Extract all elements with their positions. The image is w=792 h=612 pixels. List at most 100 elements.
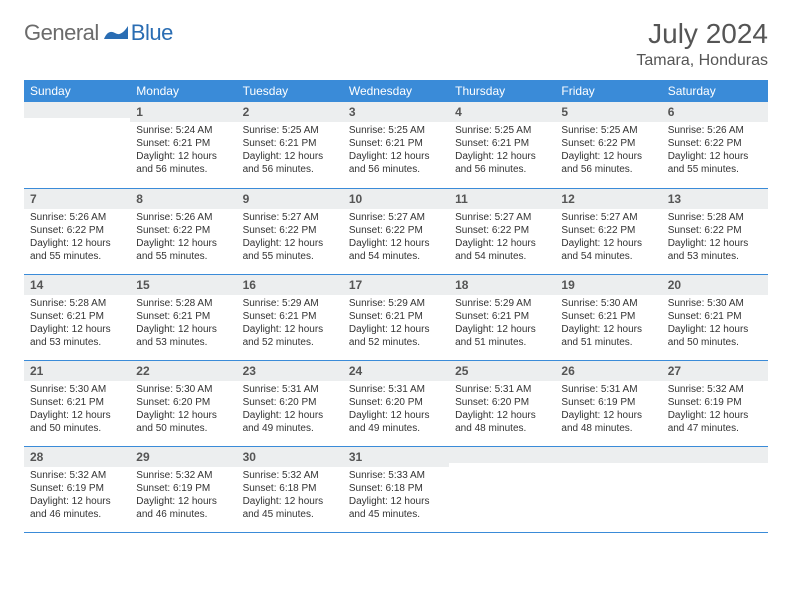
sunrise-text: Sunrise: 5:26 AM xyxy=(136,211,230,224)
calendar-day-cell: 8Sunrise: 5:26 AMSunset: 6:22 PMDaylight… xyxy=(130,188,236,274)
day-number: 16 xyxy=(237,275,343,295)
weekday-header: Sunday xyxy=(24,80,130,102)
sunset-text: Sunset: 6:20 PM xyxy=(243,396,337,409)
sunrise-text: Sunrise: 5:30 AM xyxy=(136,383,230,396)
day-number: 31 xyxy=(343,447,449,467)
day-number xyxy=(24,102,130,118)
daylight-text: Daylight: 12 hours and 55 minutes. xyxy=(136,237,230,263)
day-details: Sunrise: 5:27 AMSunset: 6:22 PMDaylight:… xyxy=(555,209,661,267)
calendar-day-cell: 14Sunrise: 5:28 AMSunset: 6:21 PMDayligh… xyxy=(24,274,130,360)
logo-text-general: General xyxy=(24,20,99,46)
sunrise-text: Sunrise: 5:28 AM xyxy=(668,211,762,224)
day-number: 30 xyxy=(237,447,343,467)
sunrise-text: Sunrise: 5:27 AM xyxy=(243,211,337,224)
calendar-day-cell xyxy=(662,446,768,532)
sunrise-text: Sunrise: 5:30 AM xyxy=(561,297,655,310)
daylight-text: Daylight: 12 hours and 51 minutes. xyxy=(561,323,655,349)
day-details: Sunrise: 5:30 AMSunset: 6:21 PMDaylight:… xyxy=(662,295,768,353)
day-number: 24 xyxy=(343,361,449,381)
day-number: 25 xyxy=(449,361,555,381)
day-number: 11 xyxy=(449,189,555,209)
sunset-text: Sunset: 6:22 PM xyxy=(561,224,655,237)
sunrise-text: Sunrise: 5:29 AM xyxy=(349,297,443,310)
day-number: 1 xyxy=(130,102,236,122)
day-number xyxy=(449,447,555,463)
day-number: 7 xyxy=(24,189,130,209)
day-details: Sunrise: 5:27 AMSunset: 6:22 PMDaylight:… xyxy=(343,209,449,267)
calendar-week-row: 28Sunrise: 5:32 AMSunset: 6:19 PMDayligh… xyxy=(24,446,768,532)
calendar-day-cell: 24Sunrise: 5:31 AMSunset: 6:20 PMDayligh… xyxy=(343,360,449,446)
day-number: 28 xyxy=(24,447,130,467)
sunrise-text: Sunrise: 5:25 AM xyxy=(349,124,443,137)
calendar-day-cell: 19Sunrise: 5:30 AMSunset: 6:21 PMDayligh… xyxy=(555,274,661,360)
title-block: July 2024 Tamara, Honduras xyxy=(636,18,768,70)
daylight-text: Daylight: 12 hours and 54 minutes. xyxy=(349,237,443,263)
weekday-header: Wednesday xyxy=(343,80,449,102)
day-details: Sunrise: 5:30 AMSunset: 6:20 PMDaylight:… xyxy=(130,381,236,439)
weekday-header: Monday xyxy=(130,80,236,102)
sunset-text: Sunset: 6:21 PM xyxy=(30,396,124,409)
daylight-text: Daylight: 12 hours and 56 minutes. xyxy=(455,150,549,176)
daylight-text: Daylight: 12 hours and 56 minutes. xyxy=(136,150,230,176)
calendar-table: Sunday Monday Tuesday Wednesday Thursday… xyxy=(24,80,768,533)
daylight-text: Daylight: 12 hours and 56 minutes. xyxy=(561,150,655,176)
daylight-text: Daylight: 12 hours and 56 minutes. xyxy=(349,150,443,176)
day-details xyxy=(555,463,661,513)
daylight-text: Daylight: 12 hours and 55 minutes. xyxy=(30,237,124,263)
calendar-day-cell: 30Sunrise: 5:32 AMSunset: 6:18 PMDayligh… xyxy=(237,446,343,532)
day-number xyxy=(555,447,661,463)
day-details xyxy=(662,463,768,513)
sunset-text: Sunset: 6:20 PM xyxy=(455,396,549,409)
sunset-text: Sunset: 6:21 PM xyxy=(349,310,443,323)
day-details: Sunrise: 5:29 AMSunset: 6:21 PMDaylight:… xyxy=(343,295,449,353)
weekday-header-row: Sunday Monday Tuesday Wednesday Thursday… xyxy=(24,80,768,102)
sunrise-text: Sunrise: 5:31 AM xyxy=(349,383,443,396)
day-number: 12 xyxy=(555,189,661,209)
sunset-text: Sunset: 6:19 PM xyxy=(561,396,655,409)
sunrise-text: Sunrise: 5:32 AM xyxy=(668,383,762,396)
calendar-day-cell: 10Sunrise: 5:27 AMSunset: 6:22 PMDayligh… xyxy=(343,188,449,274)
day-details: Sunrise: 5:31 AMSunset: 6:20 PMDaylight:… xyxy=(237,381,343,439)
calendar-body: 1Sunrise: 5:24 AMSunset: 6:21 PMDaylight… xyxy=(24,102,768,532)
sunset-text: Sunset: 6:19 PM xyxy=(136,482,230,495)
day-details: Sunrise: 5:26 AMSunset: 6:22 PMDaylight:… xyxy=(130,209,236,267)
sunset-text: Sunset: 6:21 PM xyxy=(668,310,762,323)
day-number: 4 xyxy=(449,102,555,122)
daylight-text: Daylight: 12 hours and 48 minutes. xyxy=(455,409,549,435)
calendar-day-cell: 28Sunrise: 5:32 AMSunset: 6:19 PMDayligh… xyxy=(24,446,130,532)
sunrise-text: Sunrise: 5:27 AM xyxy=(455,211,549,224)
wave-icon xyxy=(103,23,129,48)
weekday-header: Thursday xyxy=(449,80,555,102)
day-details: Sunrise: 5:25 AMSunset: 6:22 PMDaylight:… xyxy=(555,122,661,180)
logo: General Blue xyxy=(24,20,173,46)
sunset-text: Sunset: 6:21 PM xyxy=(243,310,337,323)
sunset-text: Sunset: 6:21 PM xyxy=(349,137,443,150)
day-number: 15 xyxy=(130,275,236,295)
sunset-text: Sunset: 6:21 PM xyxy=(243,137,337,150)
day-details: Sunrise: 5:31 AMSunset: 6:20 PMDaylight:… xyxy=(449,381,555,439)
calendar-day-cell: 11Sunrise: 5:27 AMSunset: 6:22 PMDayligh… xyxy=(449,188,555,274)
day-details: Sunrise: 5:31 AMSunset: 6:19 PMDaylight:… xyxy=(555,381,661,439)
sunset-text: Sunset: 6:21 PM xyxy=(455,310,549,323)
sunrise-text: Sunrise: 5:32 AM xyxy=(243,469,337,482)
day-details: Sunrise: 5:25 AMSunset: 6:21 PMDaylight:… xyxy=(343,122,449,180)
day-details: Sunrise: 5:32 AMSunset: 6:18 PMDaylight:… xyxy=(237,467,343,525)
calendar-day-cell: 23Sunrise: 5:31 AMSunset: 6:20 PMDayligh… xyxy=(237,360,343,446)
calendar-day-cell: 16Sunrise: 5:29 AMSunset: 6:21 PMDayligh… xyxy=(237,274,343,360)
calendar-day-cell: 22Sunrise: 5:30 AMSunset: 6:20 PMDayligh… xyxy=(130,360,236,446)
calendar-day-cell: 15Sunrise: 5:28 AMSunset: 6:21 PMDayligh… xyxy=(130,274,236,360)
daylight-text: Daylight: 12 hours and 46 minutes. xyxy=(30,495,124,521)
sunrise-text: Sunrise: 5:30 AM xyxy=(30,383,124,396)
sunset-text: Sunset: 6:18 PM xyxy=(243,482,337,495)
calendar-day-cell: 27Sunrise: 5:32 AMSunset: 6:19 PMDayligh… xyxy=(662,360,768,446)
daylight-text: Daylight: 12 hours and 54 minutes. xyxy=(561,237,655,263)
sunset-text: Sunset: 6:22 PM xyxy=(668,224,762,237)
day-details: Sunrise: 5:30 AMSunset: 6:21 PMDaylight:… xyxy=(555,295,661,353)
weekday-header: Friday xyxy=(555,80,661,102)
day-details xyxy=(24,118,130,168)
sunrise-text: Sunrise: 5:32 AM xyxy=(136,469,230,482)
daylight-text: Daylight: 12 hours and 49 minutes. xyxy=(349,409,443,435)
daylight-text: Daylight: 12 hours and 52 minutes. xyxy=(349,323,443,349)
daylight-text: Daylight: 12 hours and 50 minutes. xyxy=(668,323,762,349)
calendar-day-cell: 20Sunrise: 5:30 AMSunset: 6:21 PMDayligh… xyxy=(662,274,768,360)
